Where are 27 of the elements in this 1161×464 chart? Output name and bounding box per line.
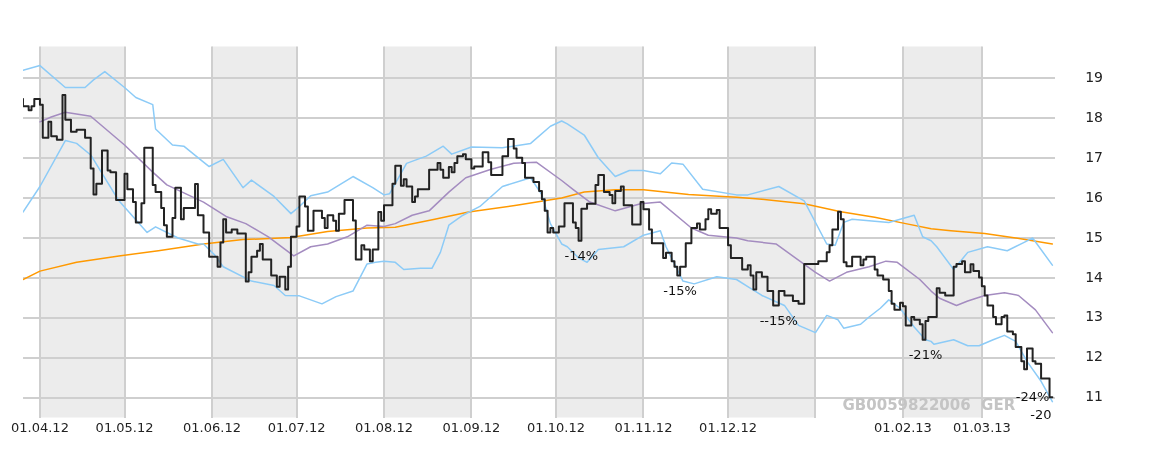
y-tick-label: 13 [1085,308,1104,325]
annotation: --15% [759,312,798,328]
annotation: GB0059822006 GER [842,395,1016,414]
x-tick-label: 01.05.12 [95,419,154,435]
x-tick-label: 01.08.12 [355,419,413,435]
annotation: -15% [663,282,697,298]
y-tick-label: 16 [1085,188,1104,205]
x-tick-label: 01.07.12 [267,419,326,435]
x-tick-label: 01.03.13 [952,419,1011,435]
x-tick-label: 01.11.12 [614,419,673,435]
x-tick-label: 01.09.12 [442,419,501,435]
y-tick-label: 12 [1085,348,1104,365]
y-tick-label: 11 [1085,388,1104,405]
x-tick-label: 01.02.13 [873,419,932,435]
y-tick-label: 19 [1085,68,1104,85]
y-tick-label: 17 [1085,148,1104,165]
annotation: -21% [908,347,943,363]
y-tick-label: 14 [1085,268,1104,285]
annotation: -20 [1030,406,1052,422]
annotation: -24% [1015,388,1050,404]
annotation: -14% [564,248,599,264]
y-tick-label: 18 [1085,108,1104,125]
x-tick-label: 01.04.12 [11,419,69,435]
x-tick-label: 01.12.12 [699,419,757,435]
x-tick-label: 01.10.12 [527,419,585,435]
y-tick-label: 15 [1085,228,1104,245]
x-tick-label: 01.06.12 [183,419,241,435]
